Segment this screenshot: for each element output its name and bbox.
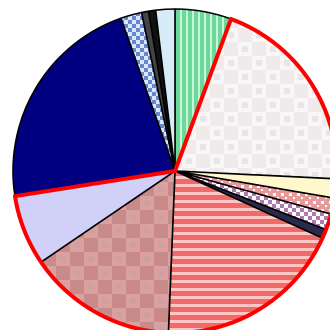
highlighted-slices-outline bbox=[12, 16, 330, 330]
pie-slices bbox=[12, 8, 330, 330]
pie-slice-14 bbox=[154, 8, 176, 172]
pie-slice-10 bbox=[12, 17, 176, 197]
